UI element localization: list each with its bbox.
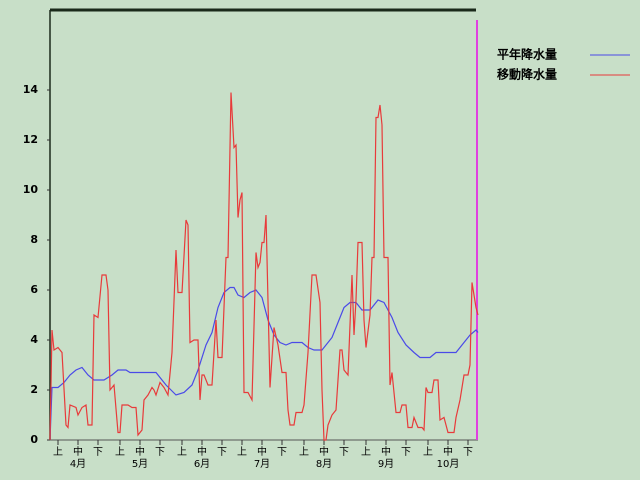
- y-tick-label: 10: [23, 183, 39, 196]
- month-label: 4月: [70, 458, 86, 470]
- x-tick-label: 上: [423, 446, 433, 458]
- x-tick-label: 下: [401, 447, 411, 458]
- x-tick-label: 下: [339, 447, 349, 458]
- x-tick-label: 上: [299, 446, 309, 458]
- x-tick-label: 上: [177, 446, 187, 458]
- month-label: 8月: [316, 458, 332, 470]
- x-tick-label: 上: [115, 446, 125, 458]
- y-tick-label: 6: [30, 283, 38, 296]
- x-tick-label: 下: [155, 447, 165, 458]
- x-tick-label: 上: [237, 446, 247, 458]
- x-tick-label: 中: [135, 445, 145, 458]
- x-tick-label: 下: [217, 447, 227, 458]
- y-tick-label: 12: [23, 133, 38, 146]
- y-tick-label: 14: [23, 83, 39, 96]
- x-tick-label: 上: [361, 446, 371, 458]
- x-tick-label: 中: [257, 445, 267, 458]
- legend-label: 平年降水量: [497, 47, 557, 62]
- month-label: 10月: [437, 458, 460, 470]
- legend-label: 移動降水量: [497, 67, 557, 82]
- x-tick-label: 中: [319, 445, 329, 458]
- month-label: 5月: [132, 458, 148, 470]
- month-label: 9月: [378, 458, 394, 470]
- series-line: [49, 286, 479, 441]
- x-tick-label: 下: [463, 447, 473, 458]
- y-tick-label: 0: [30, 433, 38, 446]
- x-tick-label: 下: [93, 447, 103, 458]
- month-label: 6月: [194, 458, 210, 470]
- x-tick-label: 中: [381, 445, 391, 458]
- x-tick-label: 中: [443, 445, 453, 458]
- y-tick-label: 4: [30, 333, 38, 346]
- month-label: 7月: [254, 458, 270, 470]
- x-tick-label: 中: [73, 445, 83, 458]
- x-tick-label: 上: [53, 446, 63, 458]
- series-line: [49, 92, 479, 441]
- y-tick-label: 2: [30, 383, 38, 396]
- x-tick-label: 下: [277, 447, 287, 458]
- y-tick-label: 8: [30, 233, 38, 246]
- x-tick-label: 中: [197, 445, 207, 458]
